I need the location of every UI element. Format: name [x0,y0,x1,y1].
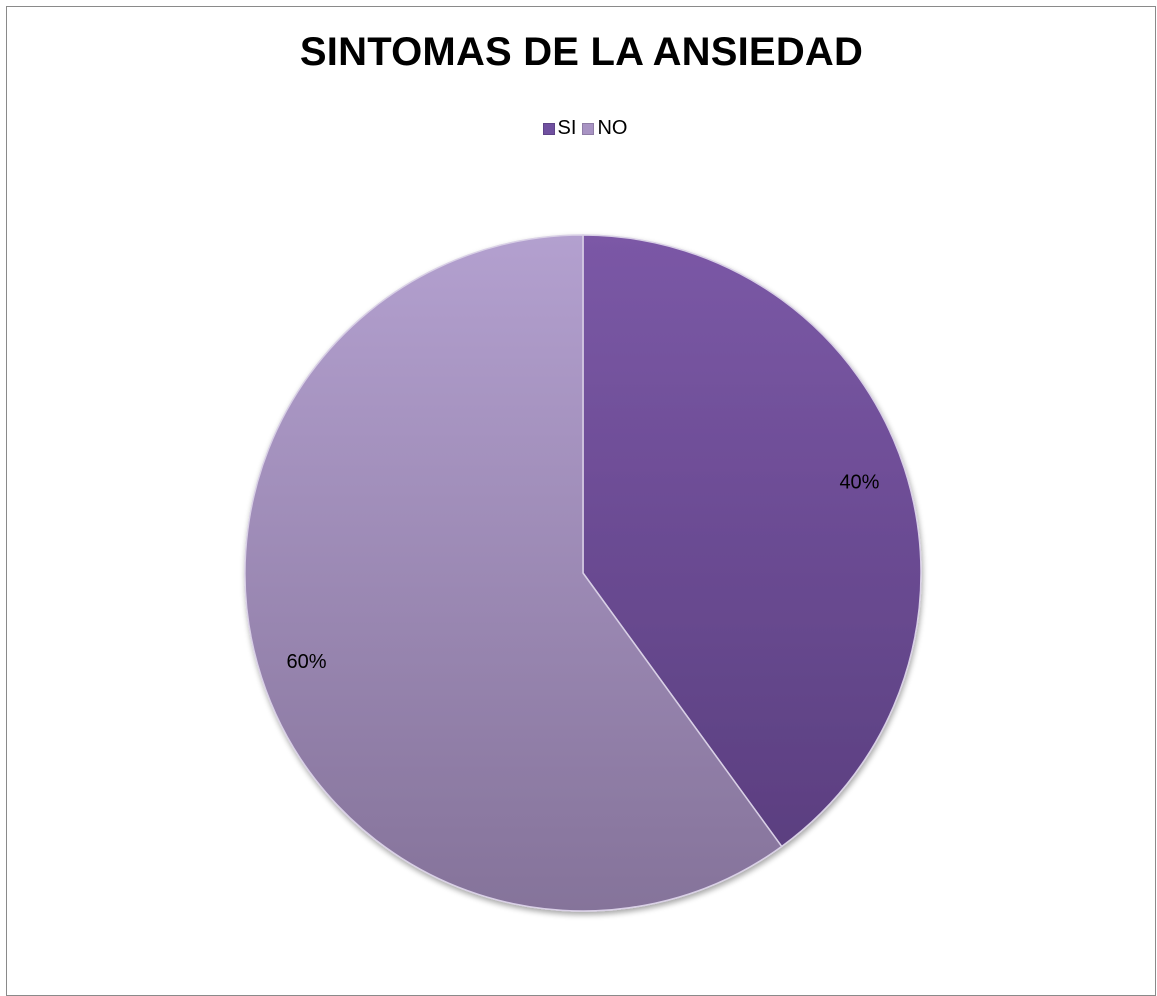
chart-title: SINTOMAS DE LA ANSIEDAD [299,30,864,74]
pie-slice-si [582,234,922,848]
legend-label-si: SI [557,117,577,139]
data-label-no: 60% [287,651,327,673]
legend-swatch-no [582,122,595,135]
legend-item-si: SI [542,117,577,140]
legend-swatch-si [542,122,555,135]
data-label-si: 40% [839,471,879,493]
legend-label-no: NO [597,117,628,139]
chart-legend: SI NO [0,117,1157,140]
legend-item-no: NO [582,117,627,140]
pie-slice-no [244,234,783,912]
